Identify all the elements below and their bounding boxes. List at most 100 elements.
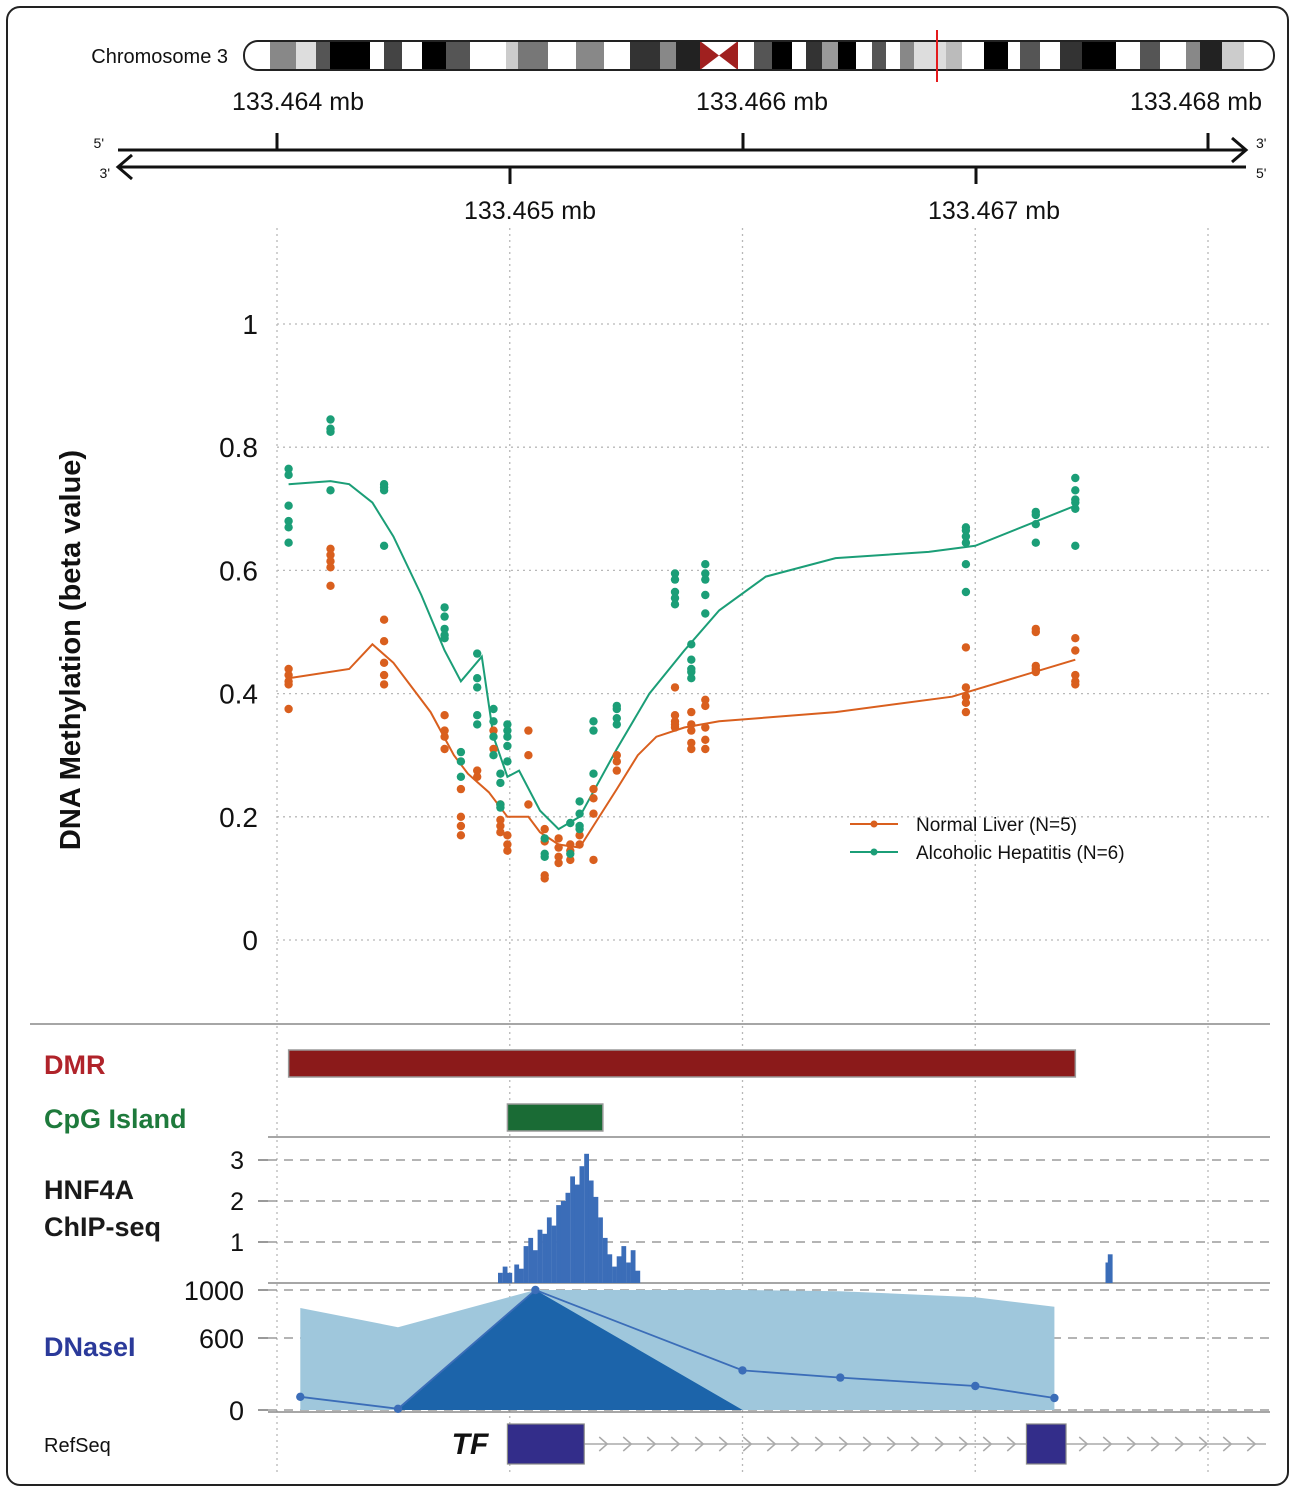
point-normal-liver: [456, 821, 466, 831]
point-normal-liver: [379, 637, 389, 646]
ideogram-band: [604, 41, 630, 70]
point-alcoholic-hepatitis: [326, 427, 335, 436]
data-points: [284, 415, 1080, 883]
methylation-plot: 0 0.2 0.4 0.6 0.8 1 DNA Methylation (beta val…: [55, 309, 1270, 956]
chipseq-signal-bar: [616, 1256, 622, 1283]
chipseq-signal-bar: [542, 1233, 548, 1283]
point-normal-liver: [496, 815, 505, 825]
trend-lines: [288, 480, 1076, 849]
chipseq-signal-bar: [570, 1176, 575, 1283]
trend-line-alcoholic-hepatitis: [288, 480, 1076, 831]
point-alcoholic-hepatitis: [326, 486, 335, 495]
ideogram-band: [1222, 41, 1244, 70]
chipseq-signal-bar: [546, 1217, 552, 1283]
strand-chevron: [1198, 1436, 1209, 1452]
y-tick-label: 0: [242, 925, 258, 956]
strand-chevron: [598, 1436, 609, 1452]
chipseq-signal-bar: [551, 1225, 557, 1283]
point-normal-liver: [670, 711, 680, 720]
point-alcoholic-hepatitis: [670, 569, 680, 578]
point-normal-liver: [961, 698, 971, 707]
chipseq-y-tick-label: 3: [230, 1147, 244, 1175]
y-tick-label: 0.6: [219, 555, 258, 586]
point-alcoholic-hepatitis: [1031, 538, 1041, 547]
ideogram-band: [856, 41, 872, 70]
point-alcoholic-hepatitis: [612, 704, 621, 714]
point-normal-liver: [440, 732, 449, 741]
dnase-point: [836, 1373, 845, 1382]
legend-label-alcoholic-hepatitis: Alcoholic Hepatitis (N=6): [916, 843, 1125, 864]
point-alcoholic-hepatitis: [503, 732, 512, 741]
point-normal-liver: [701, 744, 710, 754]
strand-chevron: [814, 1436, 825, 1452]
point-normal-liver: [670, 683, 680, 692]
ideogram-band: [370, 41, 384, 70]
ideogram-position-2: 133.466 mb: [696, 88, 828, 116]
dnase-signal-line: [296, 1285, 1059, 1414]
point-normal-liver: [284, 704, 293, 714]
point-alcoholic-hepatitis: [473, 649, 482, 658]
point-normal-liver: [524, 751, 533, 760]
gene-name-label: TF: [452, 1428, 489, 1461]
point-normal-liver: [379, 680, 389, 689]
point-normal-liver: [1031, 627, 1041, 637]
point-alcoholic-hepatitis: [1031, 520, 1041, 529]
point-normal-liver: [503, 846, 512, 855]
point-normal-liver: [575, 840, 584, 849]
chipseq-signal-bar: [502, 1266, 508, 1283]
point-alcoholic-hepatitis: [1031, 510, 1041, 520]
point-normal-liver: [554, 834, 563, 843]
strand-chevron: [862, 1436, 873, 1452]
ideogram-band: [822, 41, 838, 70]
point-alcoholic-hepatitis: [1071, 486, 1080, 495]
legend-marker-normal-liver: [870, 820, 878, 828]
point-alcoholic-hepatitis: [1071, 473, 1080, 483]
chipseq-signal-bar: [565, 1192, 571, 1283]
y-tick-label: 0.2: [219, 802, 258, 833]
point-alcoholic-hepatitis: [1071, 541, 1080, 550]
point-normal-liver: [701, 695, 710, 704]
point-alcoholic-hepatitis: [326, 415, 335, 424]
cpg-track: CpG Island: [44, 1103, 604, 1134]
strand-chevron: [838, 1436, 849, 1452]
chipseq-signal-bar: [498, 1272, 503, 1284]
ideogram-band: [1040, 41, 1060, 70]
ideogram-band: [446, 41, 470, 70]
axis-tick-label-1: 133.465 mb: [464, 197, 596, 225]
dnase-point: [393, 1404, 403, 1414]
point-alcoholic-hepatitis: [575, 824, 584, 834]
point-normal-liver: [379, 615, 389, 624]
point-normal-liver: [612, 751, 621, 760]
point-normal-liver: [440, 744, 449, 754]
point-alcoholic-hepatitis: [440, 634, 449, 643]
point-normal-liver: [473, 772, 482, 781]
point-alcoholic-hepatitis: [670, 575, 680, 584]
point-alcoholic-hepatitis: [284, 523, 293, 532]
point-normal-liver: [701, 735, 710, 744]
point-normal-liver: [961, 692, 971, 701]
point-alcoholic-hepatitis: [473, 711, 482, 720]
point-normal-liver: [687, 738, 696, 748]
strand-chevron: [958, 1436, 969, 1452]
point-alcoholic-hepatitis: [687, 667, 696, 677]
point-alcoholic-hepatitis: [589, 717, 598, 726]
strand-chevron: [1246, 1436, 1257, 1452]
dnase-point: [1050, 1393, 1059, 1403]
point-normal-liver: [284, 664, 293, 674]
chipseq-signal-bar: [607, 1254, 613, 1283]
point-normal-liver: [326, 550, 335, 560]
point-normal-liver: [489, 744, 498, 754]
chipseq-signal-bar: [635, 1270, 641, 1283]
point-normal-liver: [456, 784, 466, 794]
point-normal-liver: [326, 544, 335, 553]
chipseq-signal-bar: [602, 1237, 608, 1283]
chipseq-signal-bar: [528, 1237, 534, 1283]
chipseq-signal-bar: [560, 1201, 566, 1283]
point-normal-liver: [566, 840, 575, 849]
point-alcoholic-hepatitis: [540, 834, 549, 843]
chipseq-signal-bar: [579, 1166, 585, 1283]
ideogram-label: Chromosome 3: [91, 46, 228, 68]
point-alcoholic-hepatitis: [284, 470, 293, 480]
point-normal-liver: [687, 707, 696, 717]
ideogram-band: [838, 41, 856, 70]
